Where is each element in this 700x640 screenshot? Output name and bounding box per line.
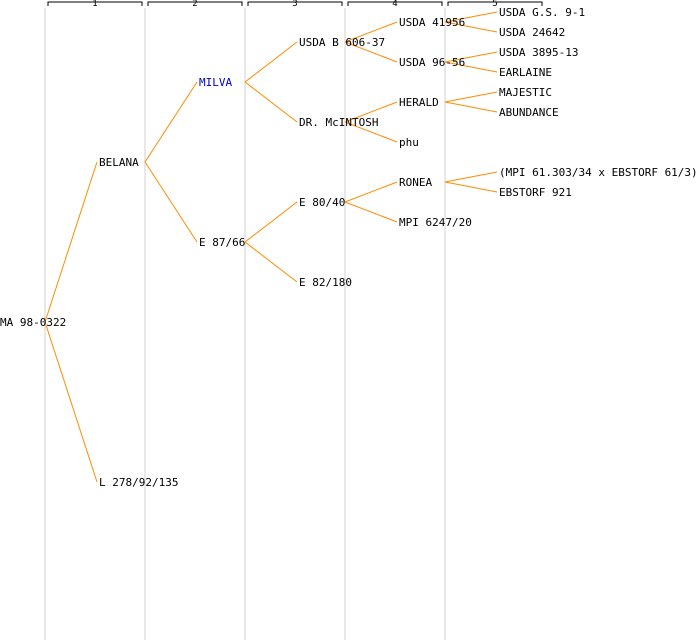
generation-label-5: 5 bbox=[492, 0, 498, 9]
generation-label-1: 1 bbox=[92, 0, 98, 9]
pedigree-node-usda-3895-13[interactable]: USDA 3895-13 bbox=[499, 46, 579, 59]
generation-label-3: 3 bbox=[292, 0, 298, 9]
connector-line bbox=[344, 101, 398, 123]
pedigree-node-l27892135[interactable]: L 278/92/135 bbox=[99, 476, 179, 489]
connector-line bbox=[44, 321, 98, 483]
connector-line bbox=[444, 21, 498, 33]
generation-label-4: 4 bbox=[392, 0, 398, 9]
pedigree-node-e82180[interactable]: E 82/180 bbox=[299, 276, 352, 289]
connector-line bbox=[244, 241, 298, 283]
connector-line bbox=[344, 121, 398, 143]
connector-line bbox=[444, 181, 498, 193]
connector-line bbox=[144, 81, 198, 163]
pedigree-node-mpi-cross[interactable]: (MPI 61.303/34 x EBSTORF 61/3) bbox=[499, 166, 698, 179]
connector-line bbox=[44, 161, 98, 323]
pedigree-node-usda-41956[interactable]: USDA 41956 bbox=[399, 16, 466, 29]
pedigree-node-herald[interactable]: HERALD bbox=[399, 96, 439, 109]
pedigree-node-ebstorf-921[interactable]: EBSTORF 921 bbox=[499, 186, 572, 199]
connector-line bbox=[244, 81, 298, 123]
connector-line bbox=[344, 41, 398, 63]
connector-line bbox=[444, 61, 498, 73]
connector-line bbox=[344, 21, 398, 43]
ruler-bracket bbox=[47, 1, 143, 6]
pedigree-root[interactable]: MA 98-0322 bbox=[0, 316, 67, 329]
ruler-bracket bbox=[147, 1, 243, 6]
column-dividers bbox=[44, 8, 446, 640]
ruler-bracket bbox=[247, 1, 343, 6]
pedigree-node-earlaine[interactable]: EARLAINE bbox=[499, 66, 552, 79]
ruler-bracket bbox=[447, 1, 543, 6]
connector-line bbox=[444, 91, 498, 103]
pedigree-node-dr-mcintosh[interactable]: DR. McINTOSH bbox=[299, 116, 379, 129]
connector-line bbox=[444, 51, 498, 63]
connector-line bbox=[444, 171, 498, 183]
pedigree-node-usda-gs-9-1[interactable]: USDA G.S. 9-1 bbox=[499, 6, 586, 19]
ruler-bracket bbox=[347, 1, 443, 6]
pedigree-node-majestic[interactable]: MAJESTIC bbox=[499, 86, 552, 99]
connector-line bbox=[444, 101, 498, 113]
pedigree-node-e8766[interactable]: E 87/66 bbox=[199, 236, 246, 249]
connector-line bbox=[444, 11, 498, 23]
pedigree-node-e8040[interactable]: E 80/40 bbox=[299, 196, 346, 209]
pedigree-node-usda-24642[interactable]: USDA 24642 bbox=[499, 26, 566, 39]
pedigree-node-abundance[interactable]: ABUNDANCE bbox=[499, 106, 559, 119]
connector-line bbox=[344, 181, 398, 203]
connector-line bbox=[244, 201, 298, 243]
connectors bbox=[44, 11, 498, 483]
connector-line bbox=[344, 201, 398, 223]
generation-label-2: 2 bbox=[192, 0, 198, 9]
pedigree-node-phu[interactable]: phu bbox=[399, 136, 419, 149]
pedigree-node-milva[interactable]: MILVA bbox=[199, 76, 233, 89]
generation-ruler bbox=[47, 1, 543, 6]
connector-line bbox=[144, 161, 198, 243]
pedigree-node-belana[interactable]: BELANA bbox=[99, 156, 139, 169]
pedigree-node-mpi-6247-20[interactable]: MPI 6247/20 bbox=[399, 216, 472, 229]
pedigree-node-usda-b-606-37[interactable]: USDA B 606-37 bbox=[299, 36, 386, 49]
pedigree-node-usda-96-56[interactable]: USDA 96-56 bbox=[399, 56, 466, 69]
connector-line bbox=[244, 41, 298, 83]
pedigree-node-ronea[interactable]: RONEA bbox=[399, 176, 433, 189]
